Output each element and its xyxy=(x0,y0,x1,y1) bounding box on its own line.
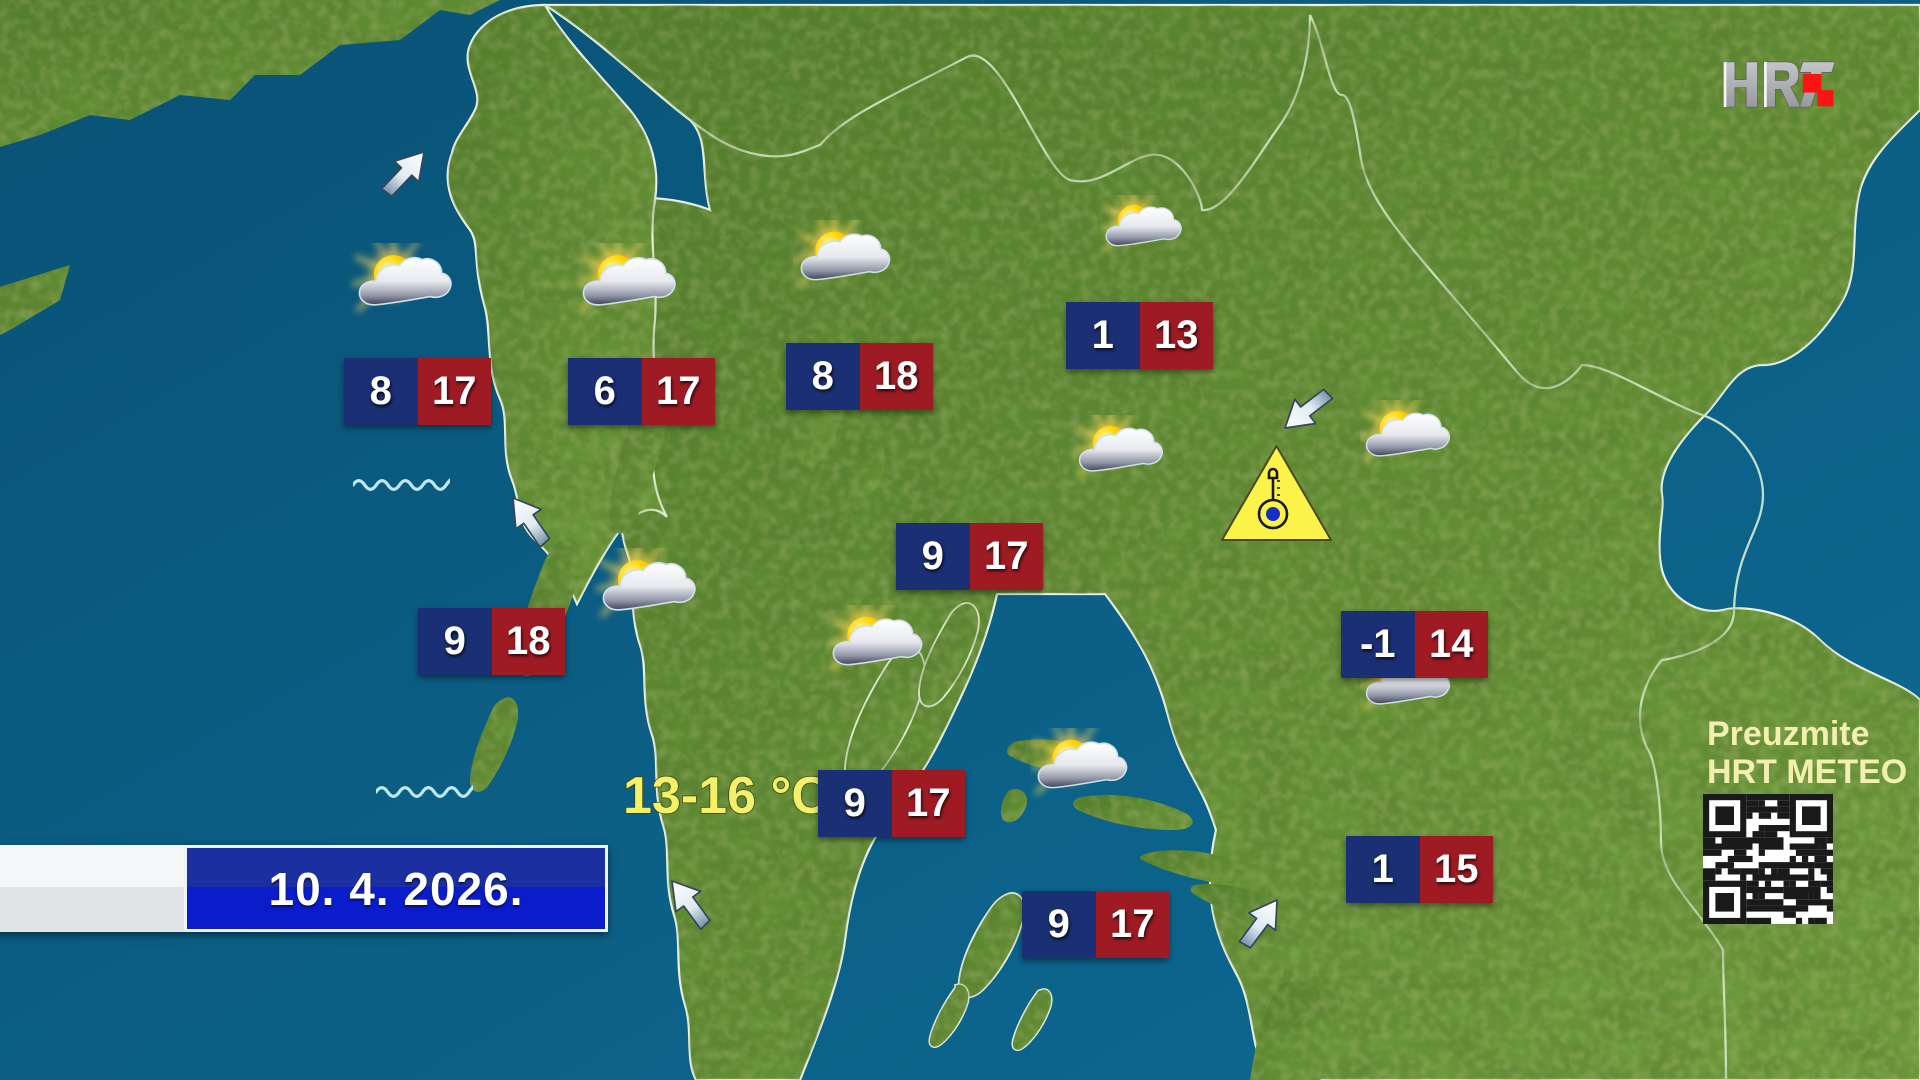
svg-text:HRT METEO: HRT METEO xyxy=(1707,753,1907,791)
svg-text:13-16 °C: 13-16 °C xyxy=(623,767,829,825)
svg-text:Preuzmite: Preuzmite xyxy=(1707,715,1870,753)
